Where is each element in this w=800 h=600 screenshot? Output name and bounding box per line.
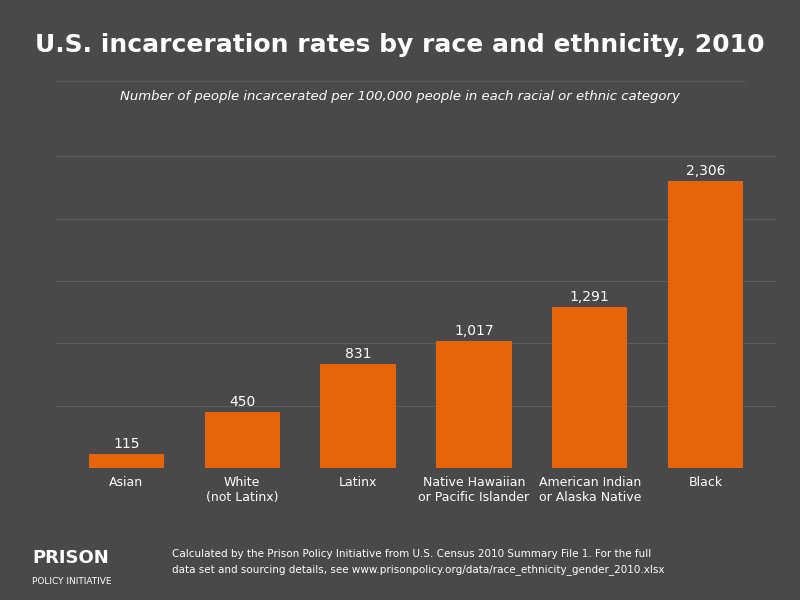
Bar [552,307,627,468]
Bar [321,364,396,468]
Bar [89,454,164,468]
Bar [205,412,280,468]
Text: PRISON: PRISON [32,549,109,567]
Text: 115: 115 [113,437,140,451]
Text: POLICY INITIATIVE: POLICY INITIATIVE [32,577,111,586]
Bar [668,181,743,468]
Text: 1,291: 1,291 [570,290,610,304]
Text: U.S. incarceration rates by race and ethnicity, 2010: U.S. incarceration rates by race and eth… [35,33,765,57]
Text: 1,017: 1,017 [454,324,494,338]
Bar [436,341,511,468]
Text: Calculated by the Prison Policy Initiative from U.S. Census 2010 Summary File 1.: Calculated by the Prison Policy Initiati… [172,549,665,575]
Text: 831: 831 [345,347,371,361]
Text: Number of people incarcerated per 100,000 people in each racial or ethnic catego: Number of people incarcerated per 100,00… [120,90,680,103]
Text: 450: 450 [229,395,255,409]
Text: 2,306: 2,306 [686,164,726,178]
